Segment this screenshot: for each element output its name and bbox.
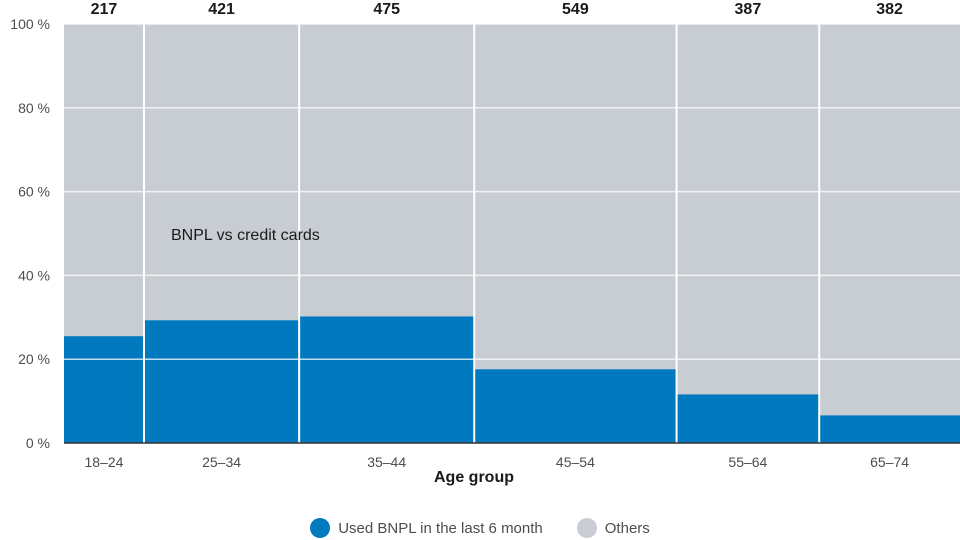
chart-annotation: BNPL vs credit cards	[171, 227, 320, 244]
y-tick-label: 40 %	[18, 267, 50, 283]
legend-swatch-bnpl	[310, 518, 331, 538]
y-tick-label: 80 %	[18, 100, 50, 116]
x-tick-label: 65–74	[870, 454, 909, 470]
bar-others-5	[819, 24, 960, 416]
x-axis-title: Age group	[434, 469, 514, 486]
bar-bnpl-0	[64, 336, 144, 443]
bar-bnpl-5	[819, 415, 960, 443]
legend-item-others: Others	[576, 518, 650, 538]
bar-others-1	[143, 24, 300, 321]
count-label: 421	[208, 1, 235, 18]
count-label: 475	[373, 1, 400, 18]
bar-bnpl-1	[143, 320, 300, 443]
count-label: 549	[562, 1, 589, 18]
legend-label-bnpl: Used BNPL in the last 6 month	[338, 519, 543, 537]
count-label: 382	[876, 1, 903, 18]
legend: Used BNPL in the last 6 month Others	[0, 516, 960, 540]
bar-bnpl-2	[299, 316, 475, 443]
bar-others-0	[64, 24, 144, 337]
count-label: 217	[91, 1, 118, 18]
bar-bnpl-3	[474, 369, 677, 443]
bars-layer	[64, 24, 960, 443]
x-axis-ticks: 18–24 25–34 35–44 45–54 55–64 65–74	[85, 454, 910, 470]
x-tick-label: 25–34	[202, 454, 241, 470]
y-tick-label: 100 %	[10, 16, 50, 32]
y-tick-label: 0 %	[26, 435, 50, 451]
bar-others-3	[474, 24, 677, 370]
legend-item-bnpl: Used BNPL in the last 6 month	[310, 518, 543, 538]
bar-others-4	[676, 24, 820, 395]
count-label: 387	[735, 1, 762, 18]
bar-bnpl-4	[676, 394, 820, 443]
y-tick-label: 60 %	[18, 184, 50, 200]
gridlines	[64, 23, 960, 360]
legend-swatch-others	[576, 518, 597, 538]
bar-others-2	[299, 24, 475, 317]
count-labels: 217 421 475 549 387 382	[91, 1, 903, 18]
x-tick-label: 18–24	[85, 454, 124, 470]
x-tick-label: 35–44	[367, 454, 406, 470]
x-tick-label: 55–64	[728, 454, 767, 470]
y-tick-label: 20 %	[18, 351, 50, 367]
legend-label-others: Others	[604, 519, 650, 537]
y-axis-ticks: 0 % 20 % 40 % 60 % 80 % 100 %	[10, 16, 50, 451]
x-tick-label: 45–54	[556, 454, 595, 470]
